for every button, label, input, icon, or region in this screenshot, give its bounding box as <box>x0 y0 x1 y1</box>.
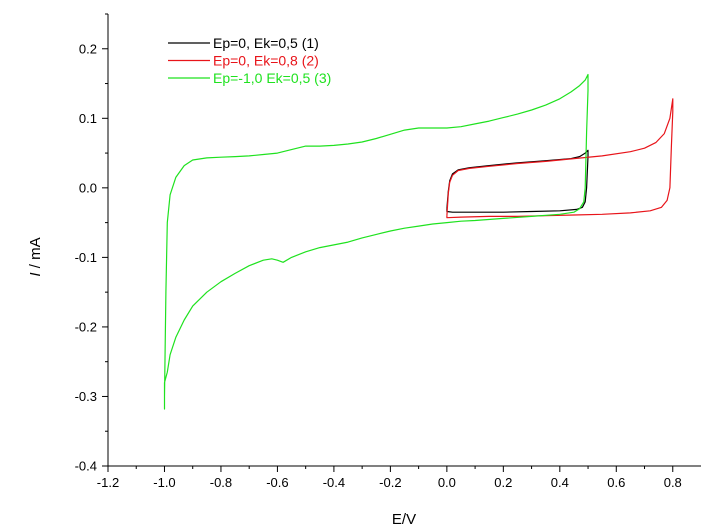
legend: Ep=0, Ek=0,5 (1) Ep=0, Ek=0,8 (2)Ep=-1,0 … <box>168 35 331 86</box>
x-tick-label: -0.2 <box>379 475 401 490</box>
y-axis-title-unit: / mA <box>27 237 44 272</box>
y-tick-label: -0.1 <box>75 250 97 265</box>
y-axis-title-symbol: I <box>27 272 44 276</box>
y-axis-title: I / mA <box>27 237 44 276</box>
x-tick-label: 0.4 <box>551 475 569 490</box>
x-axis-title: E/V <box>392 511 416 528</box>
series-line-1 <box>446 149 589 213</box>
series-line-2 <box>446 98 674 219</box>
y-tick-label: 0.1 <box>79 111 97 126</box>
series-layer <box>163 73 674 410</box>
y-tick-label: 0.2 <box>79 41 97 56</box>
axes: -1.2 -1.0 -0.8 -0.6 -0.4 -0.2 0.0 0.2 0.4 0.6 0.8 -… <box>75 13 701 490</box>
legend-label-2: Ep=0, Ek=0,8 (2) <box>213 53 319 69</box>
legend-label-3: Ep=-1,0 Ek=0,5 (3) <box>213 70 331 86</box>
x-tick-label: 0.6 <box>607 475 625 490</box>
x-tick-label: 0.8 <box>664 475 682 490</box>
legend-label-1: Ep=0, Ek=0,5 (1) <box>213 35 319 51</box>
x-tick-label: 0.0 <box>438 475 456 490</box>
series-line-3 <box>163 73 589 410</box>
y-tick-label: -0.2 <box>75 319 97 334</box>
x-tick-label: -0.6 <box>266 475 288 490</box>
y-tick-label: 0.0 <box>79 180 97 195</box>
x-tick-label: -1.2 <box>97 475 119 490</box>
y-tick-label: -0.4 <box>75 459 97 474</box>
x-tick-label: -0.4 <box>323 475 345 490</box>
x-tick-label: -1.0 <box>153 475 175 490</box>
x-tick-label: -0.8 <box>210 475 232 490</box>
y-tick-label: -0.3 <box>75 389 97 404</box>
x-tick-label: 0.2 <box>494 475 512 490</box>
